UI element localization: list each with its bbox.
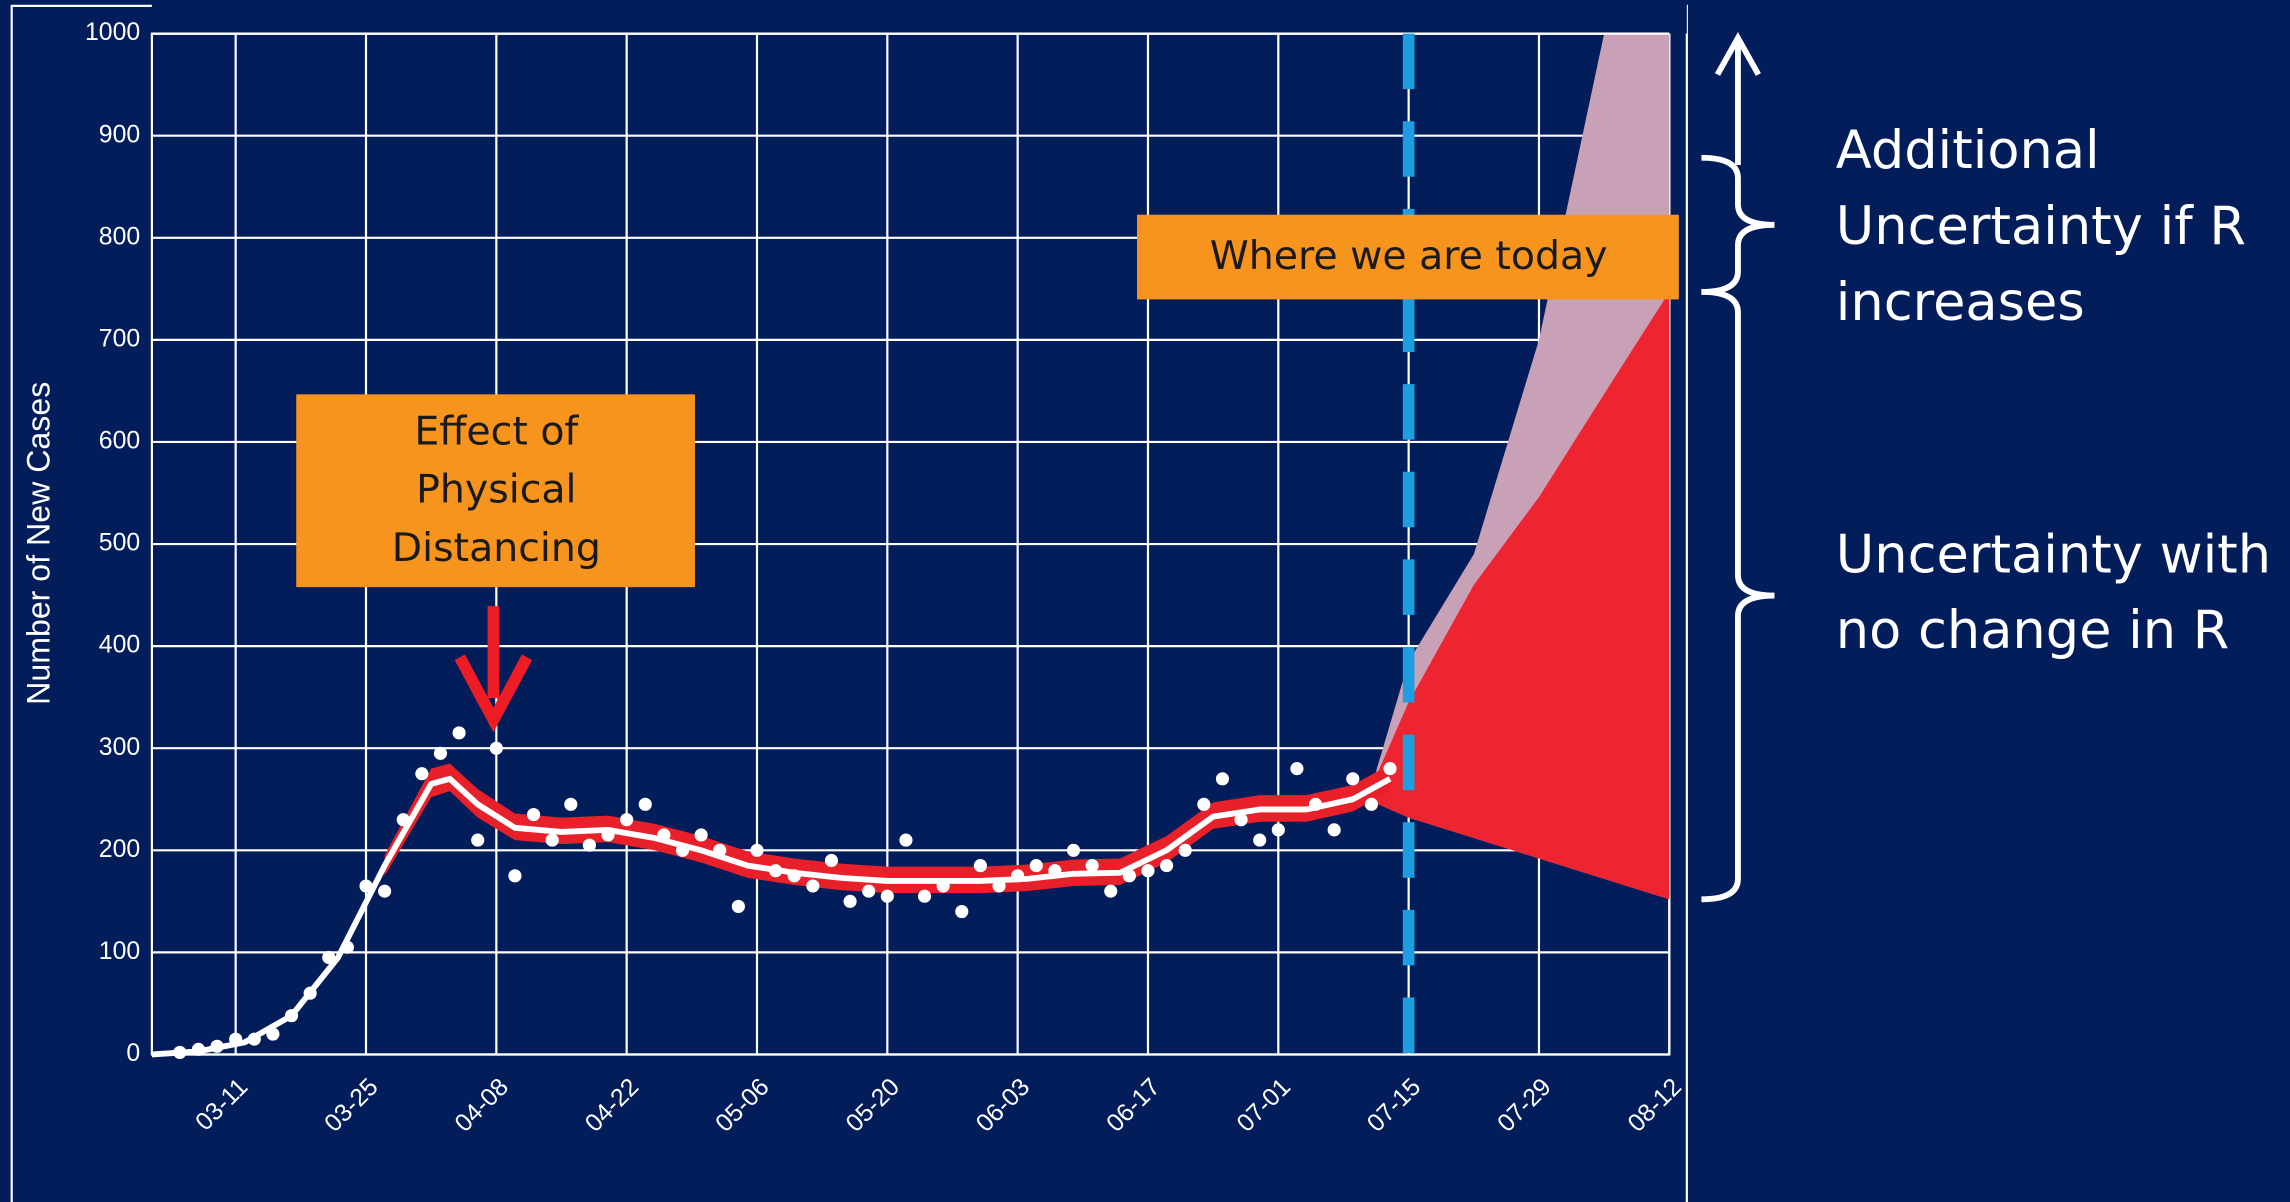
data-point [1066, 843, 1081, 857]
side-label: increases [1836, 272, 2085, 333]
y-axis-label: Number of New Cases [20, 382, 56, 705]
brace-r-increases [1701, 154, 1775, 295]
annotation-box [296, 394, 695, 588]
data-point [806, 879, 820, 893]
data-point [1253, 833, 1267, 847]
data-point [824, 853, 839, 868]
data-point [1346, 772, 1360, 786]
data-point [545, 833, 559, 847]
data-point [955, 904, 969, 919]
y-tick-label: 1000 [85, 19, 140, 46]
y-tick-label: 100 [99, 938, 140, 965]
y-tick-label: 800 [99, 223, 140, 250]
data-point [359, 879, 373, 893]
data-point [862, 884, 876, 898]
data-point [1383, 762, 1397, 776]
today-label: Where we are today [1210, 233, 1608, 279]
data-point [1290, 762, 1304, 776]
data-point [1327, 823, 1341, 837]
data-point [378, 884, 392, 898]
data-point [638, 797, 652, 811]
plot-top-cover [151, 0, 1687, 34]
data-point [917, 889, 932, 903]
data-point [433, 746, 448, 760]
data-point [731, 899, 745, 914]
data-point [1029, 859, 1043, 873]
fit-line [151, 775, 1392, 1058]
data-point [1234, 813, 1248, 827]
data-point [620, 813, 634, 827]
data-point [471, 833, 485, 847]
data-point [899, 833, 913, 847]
data-point [415, 767, 429, 781]
data-point [1364, 797, 1378, 811]
data-point [694, 828, 708, 842]
data-point [973, 859, 987, 873]
up-arrow-head [1714, 32, 1761, 76]
annotation-text: Effect of [414, 408, 579, 454]
annotation-text: Distancing [392, 525, 601, 571]
y-tick-label: 700 [99, 325, 140, 352]
data-point [1178, 843, 1192, 857]
y-tick-label: 600 [99, 428, 140, 455]
data-point [843, 894, 857, 908]
side-label: no change in R [1836, 600, 2229, 661]
annotation-arrow-head [454, 654, 533, 733]
data-point [880, 889, 894, 903]
y-tick-label: 900 [99, 121, 140, 148]
y-tick-label: 300 [99, 734, 140, 761]
side-label: Uncertainty with [1836, 524, 2271, 585]
data-point [564, 797, 578, 811]
data-point [489, 741, 503, 755]
data-point [1197, 797, 1211, 811]
y-tick-label: 0 [126, 1040, 140, 1067]
annotation-text: Physical [416, 467, 576, 513]
brace-no-change [1701, 288, 1775, 903]
data-point [1085, 859, 1099, 873]
y-tick-label: 500 [99, 530, 140, 557]
y-tick-label: 200 [99, 836, 140, 863]
data-point [582, 838, 596, 852]
projection-area [1371, 291, 1670, 900]
data-point [452, 726, 466, 740]
data-point [1160, 859, 1174, 873]
data-point [750, 843, 764, 857]
data-point [1104, 884, 1118, 898]
today-box [1136, 214, 1679, 300]
side-label: Additional [1836, 120, 2100, 181]
data-point [1215, 772, 1230, 786]
data-point [1271, 823, 1285, 837]
side-label: Uncertainty if R [1836, 196, 2246, 257]
data-point [508, 869, 522, 883]
data-point [526, 807, 541, 822]
data-point [1141, 864, 1155, 878]
y-tick-label: 400 [99, 632, 140, 659]
